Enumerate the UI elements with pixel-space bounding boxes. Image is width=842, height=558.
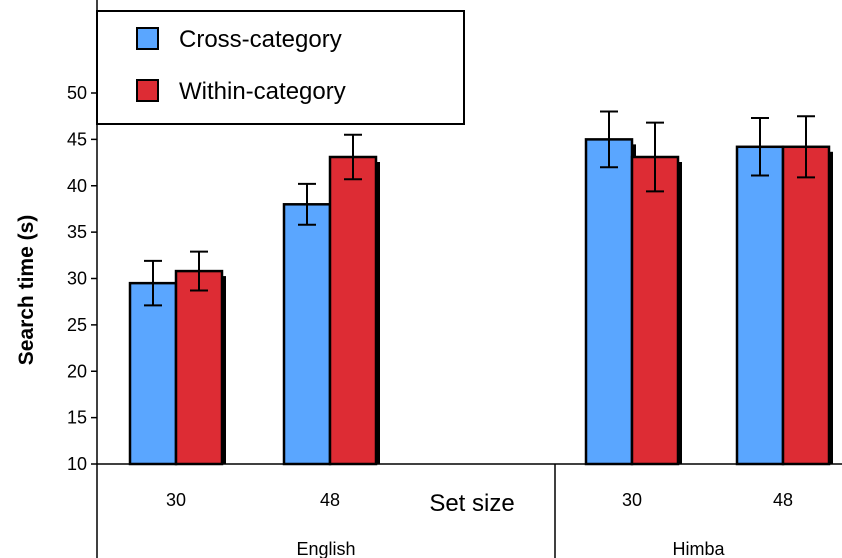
y-tick-label: 45 xyxy=(67,129,87,149)
x-tick-label: 30 xyxy=(622,490,642,510)
x-axis-label: Set size xyxy=(429,490,514,517)
y-tick-label: 40 xyxy=(67,176,87,196)
bar-within-category-english-48 xyxy=(328,155,378,466)
bar-cross-category-english-48 xyxy=(282,203,332,466)
bars-layer xyxy=(128,110,833,466)
x-tick-label: 48 xyxy=(773,490,793,510)
bar-cross-category-himba-48 xyxy=(735,145,785,466)
y-tick-label: 10 xyxy=(67,454,87,474)
legend-label-cross-category: Cross-category xyxy=(179,26,342,53)
group-label-english: English xyxy=(296,539,355,558)
y-tick-label: 25 xyxy=(67,315,87,335)
legend-swatch-within-category xyxy=(136,79,159,102)
bar-within-category-himba-30 xyxy=(630,155,680,466)
bar-cross-category-english-30 xyxy=(128,281,178,466)
group-label-himba: Himba xyxy=(672,539,725,558)
legend: Cross-category Within-category xyxy=(96,10,465,125)
x-tick-label: 48 xyxy=(320,490,340,510)
bar-within-category-english-30 xyxy=(174,269,224,466)
y-tick-label: 20 xyxy=(67,361,87,381)
y-tick-label: 35 xyxy=(67,222,87,242)
y-tick-label: 15 xyxy=(67,408,87,428)
bar-cross-category-himba-30 xyxy=(584,138,634,466)
x-tick-label: 30 xyxy=(166,490,186,510)
y-tick-label: 30 xyxy=(67,269,87,289)
bar-shadow xyxy=(677,161,682,464)
legend-label-within-category: Within-category xyxy=(179,78,346,105)
bar-shadow xyxy=(221,276,226,464)
bar-shadow xyxy=(375,161,380,464)
bar-shadow xyxy=(828,151,833,465)
legend-swatch-cross-category xyxy=(136,27,159,50)
y-tick-label: 50 xyxy=(67,83,87,103)
axes-layer: 10 15 20 25 30 35 40 45 50 30 48 30 48 English Himba xyxy=(67,0,842,558)
bar-within-category-himba-48 xyxy=(781,145,831,466)
y-axis-label: Search time (s) xyxy=(15,215,38,366)
